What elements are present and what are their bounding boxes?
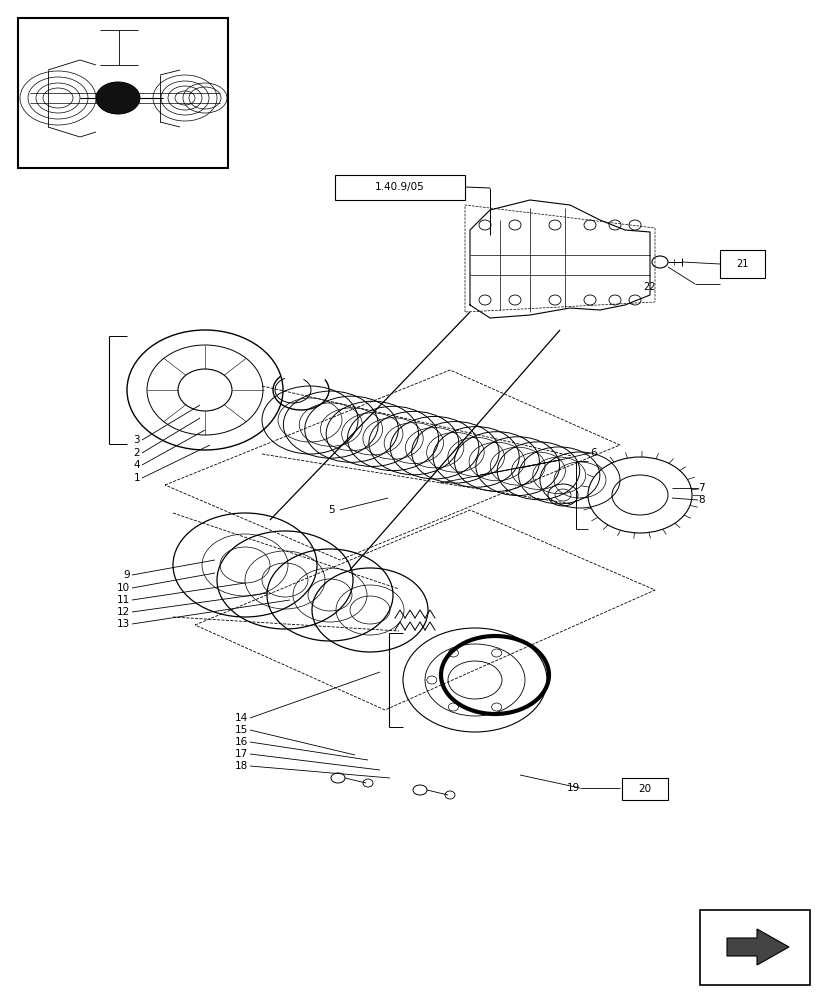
- Text: 6: 6: [590, 448, 596, 458]
- Bar: [719, 250, 764, 278]
- Text: 13: 13: [117, 619, 130, 629]
- Text: 22: 22: [643, 282, 656, 292]
- Text: 11: 11: [117, 595, 130, 605]
- Polygon shape: [726, 929, 788, 965]
- Text: 7: 7: [697, 483, 704, 493]
- Ellipse shape: [96, 82, 140, 114]
- Text: 5: 5: [327, 505, 334, 515]
- Text: 21: 21: [735, 259, 748, 269]
- Text: 4: 4: [133, 460, 140, 470]
- Text: 15: 15: [235, 725, 248, 735]
- Bar: [335, 175, 465, 200]
- Text: 1.40.9/05: 1.40.9/05: [375, 182, 424, 192]
- Text: 16: 16: [235, 737, 248, 747]
- Text: 10: 10: [117, 583, 130, 593]
- Bar: [699, 910, 809, 985]
- Bar: [621, 778, 667, 800]
- Text: 18: 18: [235, 761, 248, 771]
- Text: 12: 12: [117, 607, 130, 617]
- Text: 17: 17: [235, 749, 248, 759]
- Text: 20: 20: [638, 784, 651, 794]
- Text: 2: 2: [133, 448, 140, 458]
- Text: 9: 9: [123, 570, 130, 580]
- Text: 8: 8: [697, 495, 704, 505]
- Text: 19: 19: [566, 783, 579, 793]
- Text: 1: 1: [133, 473, 140, 483]
- Text: 3: 3: [133, 435, 140, 445]
- Text: 14: 14: [235, 713, 248, 723]
- Bar: [18, 18, 227, 168]
